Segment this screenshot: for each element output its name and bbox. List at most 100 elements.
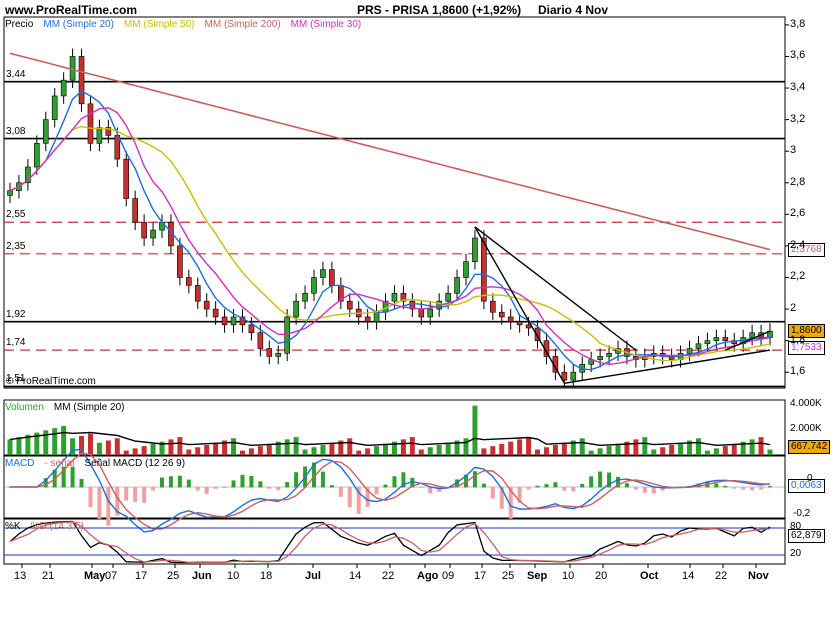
x-axis-label: 25 xyxy=(167,570,180,582)
volume-bar xyxy=(767,449,773,455)
candle-body xyxy=(606,352,612,357)
macd-histogram-bar xyxy=(437,487,442,492)
macd-histogram-bar xyxy=(553,482,558,488)
volume-bar xyxy=(114,438,120,455)
volume-bar xyxy=(150,443,156,455)
level-label: 1,92 xyxy=(6,308,26,320)
x-axis-label: Nov xyxy=(748,570,769,582)
macd-histogram-bar xyxy=(723,485,728,488)
volume-bar xyxy=(490,446,496,455)
candle-body xyxy=(132,198,138,223)
macd-histogram-bar xyxy=(249,475,254,488)
volume-bar xyxy=(141,446,147,455)
trend-line xyxy=(474,226,637,351)
x-axis-label: 25 xyxy=(502,570,515,582)
volume-bar xyxy=(213,442,219,455)
candle-body xyxy=(704,340,711,345)
volume-bar xyxy=(687,440,693,455)
macd-histogram-bar xyxy=(633,487,638,490)
candle-body xyxy=(686,348,693,354)
macd-histogram-bar xyxy=(70,466,75,488)
candle-body xyxy=(78,56,85,105)
candle-body xyxy=(534,327,541,341)
volume-bar xyxy=(606,446,612,455)
stoch-k-line xyxy=(9,520,771,564)
macd-histogram-bar xyxy=(383,484,388,488)
volume-bar xyxy=(660,447,666,455)
candle-body xyxy=(561,371,568,381)
macd-histogram-bar xyxy=(79,479,84,488)
candle-body xyxy=(409,300,416,310)
candle-body xyxy=(329,269,335,286)
symbol-title: PRS - PRISA xyxy=(357,3,430,17)
price-tag: 1,8600 xyxy=(788,324,825,339)
macd-histogram-bar xyxy=(517,487,522,503)
candle-body xyxy=(481,237,487,302)
macd-histogram-bar xyxy=(186,479,191,488)
macd-histogram-bar xyxy=(204,487,209,494)
x-axis-label: 17 xyxy=(474,570,487,582)
volume-bar xyxy=(195,447,201,455)
x-axis-label: 22 xyxy=(382,570,395,582)
volume-bar xyxy=(749,439,755,455)
volume-bar xyxy=(526,437,532,455)
macd-histogram-bar xyxy=(616,476,620,488)
macd-histogram-bar xyxy=(338,487,343,497)
volume-bar xyxy=(123,450,129,455)
volume-bar xyxy=(615,443,621,455)
volume-bar xyxy=(597,448,603,455)
price-axis-label: 1,8 xyxy=(790,333,806,346)
volume-bar xyxy=(257,446,263,455)
legend-entry: MACD xyxy=(5,458,35,469)
candle-body xyxy=(346,300,353,310)
volume-bar xyxy=(561,442,567,455)
price-axis-label: 2,4 xyxy=(790,238,806,251)
candle-body xyxy=(490,300,496,313)
price-change: 1,8600 (+1,92%) xyxy=(432,3,522,17)
candle-body xyxy=(454,277,460,294)
macd-histogram-bar xyxy=(508,487,513,519)
ma20-line xyxy=(9,90,771,371)
candle-body xyxy=(302,292,308,302)
price-legend: Precio MM (Simple 20) MM (Simple 50) MM (Si… xyxy=(5,19,371,30)
legend-entry: Precio xyxy=(5,19,34,30)
volume-bar xyxy=(204,445,210,455)
candle-body xyxy=(51,95,58,120)
price-axis-label: 3 xyxy=(790,144,797,157)
x-axis-label: 14 xyxy=(349,570,362,582)
candle-body xyxy=(722,337,729,341)
volume-bar xyxy=(186,449,192,455)
candle-body xyxy=(364,316,371,322)
macd-signal-line xyxy=(10,452,771,530)
x-axis-label: Sep xyxy=(527,570,548,582)
macd-histogram-bar xyxy=(115,487,120,516)
candle-body xyxy=(713,337,720,341)
volume-bar xyxy=(383,443,389,455)
macd-histogram-bar xyxy=(732,487,737,489)
macd-histogram-bar xyxy=(177,475,182,488)
volume-bar xyxy=(177,437,183,455)
volume-bar xyxy=(445,442,451,455)
macd-histogram-bar xyxy=(151,487,156,491)
macd-histogram-bar xyxy=(660,487,665,491)
volume-bar xyxy=(347,438,353,455)
macd-histogram-bar xyxy=(464,474,468,488)
volume-bar xyxy=(320,445,326,455)
x-axis-label: 21 xyxy=(42,570,55,582)
price-tag: 2,3768 xyxy=(788,242,825,257)
candle-body xyxy=(257,332,264,349)
volume-bar xyxy=(159,441,165,455)
x-axis-label: May xyxy=(84,570,106,582)
macd-histogram-bar xyxy=(195,487,200,491)
macd-histogram-bar xyxy=(481,483,486,488)
candle-body xyxy=(150,229,156,239)
volume-bar xyxy=(132,448,138,455)
ma30-line xyxy=(9,107,771,366)
macd-histogram-bar xyxy=(526,487,531,490)
candle-body xyxy=(7,190,13,196)
x-axis-label: 17 xyxy=(135,570,148,582)
volume-bar xyxy=(409,437,415,455)
volume-bar xyxy=(695,438,701,455)
macd-axis-label: 0 xyxy=(807,473,813,484)
volume-bar xyxy=(472,405,478,455)
